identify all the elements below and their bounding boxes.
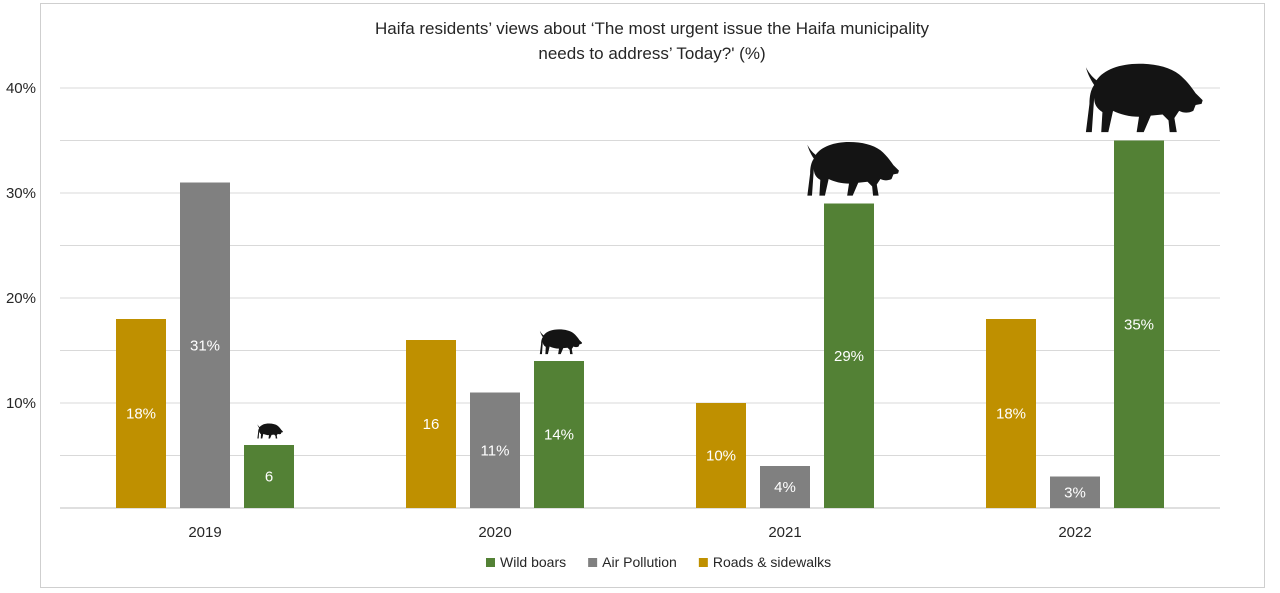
wild-boar-icon	[257, 423, 283, 439]
bar-value-label: 18%	[126, 406, 156, 423]
bar-value-label: 29%	[834, 348, 864, 365]
legend-label: Roads & sidewalks	[713, 554, 831, 570]
legend-swatch	[588, 558, 598, 567]
bar-wild-boars-2022	[1114, 140, 1164, 508]
bar-labels: 18% 31% 6 16 11% 14% 10% 4% 29% 18% 3% 35%	[126, 316, 1154, 501]
legend-label: Wild boars	[500, 554, 566, 570]
bar-value-label: 11%	[481, 442, 510, 459]
chart-title-line-1: Haifa residents’ views about ‘The most u…	[374, 19, 930, 38]
bar-value-label: 4%	[774, 479, 796, 496]
gridlines	[60, 87, 1220, 509]
bars	[116, 140, 1164, 508]
y-tick-label: 10%	[6, 395, 36, 412]
x-category-label: 2019	[188, 524, 221, 541]
bar-value-label: 18%	[996, 406, 1026, 423]
bar-roads-sidewalks-2021	[696, 403, 746, 508]
bar-value-label: 3%	[1064, 484, 1086, 501]
bar-value-label: 31%	[190, 337, 220, 354]
bar-value-label: 14%	[544, 427, 574, 444]
x-category-label: 2022	[1058, 524, 1091, 541]
bar-air-pollution-2019	[180, 182, 230, 508]
bar-air-pollution-2020	[470, 392, 520, 508]
legend-swatch	[486, 558, 495, 567]
bar-wild-boars-2020	[534, 361, 584, 508]
bar-value-label: 10%	[706, 448, 736, 465]
boar-icons	[257, 63, 1203, 439]
wild-boar-icon	[1085, 63, 1203, 133]
x-axis: 2019 2020 2021 2022	[188, 524, 1091, 541]
x-category-label: 2020	[478, 524, 511, 541]
bar-value-label: 35%	[1124, 316, 1154, 333]
y-tick-label: 40%	[6, 80, 36, 97]
wild-boar-icon	[807, 141, 899, 196]
y-tick-label: 20%	[6, 290, 36, 307]
y-tick-label: 30%	[6, 185, 36, 202]
bar-roads-sidewalks-2020	[406, 340, 456, 508]
legend-label: Air Pollution	[602, 554, 677, 570]
chart-title: Haifa residents’ views about ‘The most u…	[41, 16, 1263, 66]
bar-roads-sidewalks-2019	[116, 319, 166, 508]
bar-air-pollution-2022	[1050, 476, 1100, 508]
chart-title-line-2: needs to address’ Today?' (%)	[538, 44, 766, 63]
x-category-label: 2021	[768, 524, 801, 541]
legend: Wild boars Air Pollution Roads & sidewalks	[486, 554, 831, 570]
y-axis: 10% 20% 30% 40%	[6, 80, 36, 412]
legend-swatch	[698, 558, 708, 567]
bar-wild-boars-2021	[824, 203, 874, 508]
bar-value-label: 6	[265, 469, 273, 486]
bar-value-label: 16	[423, 416, 440, 433]
bar-roads-sidewalks-2022	[986, 319, 1036, 508]
bar-air-pollution-2021	[760, 466, 810, 508]
bar-wild-boars-2019	[244, 445, 294, 508]
